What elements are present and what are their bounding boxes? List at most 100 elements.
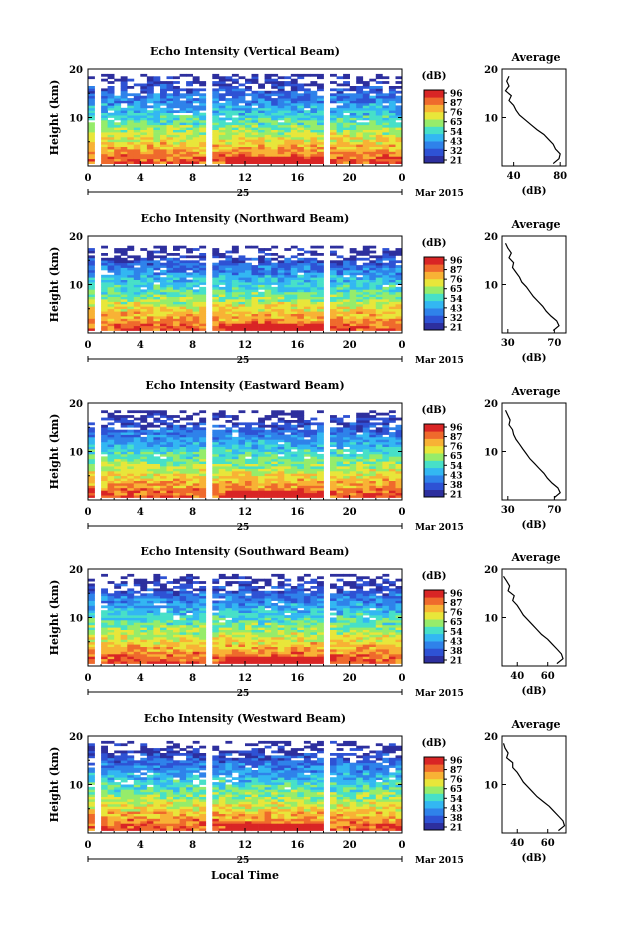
colorbar-swatch — [424, 155, 444, 164]
heatmap-cell — [212, 267, 220, 271]
heatmap-cell — [349, 480, 357, 484]
heatmap-cell — [199, 410, 207, 414]
heatmap-cell — [146, 468, 154, 472]
heatmap-cell — [127, 463, 135, 467]
heatmap-cell — [179, 468, 187, 472]
heatmap-cell — [310, 279, 318, 283]
heatmap-cell — [251, 485, 259, 489]
heatmap-cell — [382, 119, 390, 123]
heatmap-cell — [264, 158, 272, 162]
heatmap-cell — [375, 107, 383, 111]
heatmap-cell — [199, 245, 207, 249]
heatmap-cell — [356, 415, 364, 418]
heatmap-cell — [362, 487, 370, 491]
heatmap-cell — [114, 453, 122, 457]
heatmap-cell — [264, 436, 272, 440]
heatmap-cell — [330, 313, 337, 317]
heatmap-cell — [271, 286, 279, 290]
heatmap-cell — [160, 151, 167, 155]
heatmap-cell — [107, 441, 115, 445]
heatmap-cell — [362, 301, 370, 305]
heatmap-cell — [310, 146, 318, 150]
heatmap-cell — [264, 265, 272, 268]
heatmap-cell — [166, 632, 174, 635]
heatmap-cell — [212, 124, 220, 128]
heatmap-cell — [120, 483, 128, 486]
heatmap-cell — [290, 480, 298, 484]
heatmap-cell — [317, 483, 324, 486]
heatmap-cell — [140, 598, 148, 601]
heatmap-cell — [120, 605, 128, 609]
heatmap-cell — [127, 598, 135, 601]
heatmap-cell — [199, 487, 207, 491]
heatmap-cell — [218, 117, 226, 121]
heatmap-cell — [258, 274, 265, 278]
heatmap-cell — [336, 492, 344, 496]
heatmap-cell — [238, 119, 246, 123]
heatmap-cell — [382, 146, 390, 150]
heatmap-cell — [140, 100, 148, 104]
heatmap-cell — [290, 458, 298, 462]
heatmap-cell — [258, 461, 265, 464]
heatmap-cell — [179, 267, 187, 271]
heatmap-cell — [160, 299, 167, 302]
heatmap-cell — [362, 325, 370, 329]
heatmap-cell — [114, 255, 122, 259]
heatmap-cell — [330, 286, 337, 290]
heatmap-cell — [146, 581, 154, 584]
heatmap-cell — [166, 475, 174, 479]
heatmap-cell — [258, 417, 265, 421]
heatmap-cell — [310, 129, 318, 133]
heatmap-cell — [290, 265, 298, 268]
heatmap-cells — [88, 573, 403, 664]
heatmap-cell — [356, 257, 364, 261]
heatmap-cell — [199, 156, 207, 160]
heatmap-cell — [369, 422, 377, 426]
heatmap-cell — [264, 257, 272, 261]
heatmap-cell — [317, 129, 324, 133]
date-label: 25 — [237, 189, 250, 199]
heatmap-cell — [186, 139, 193, 143]
heatmap-cell — [140, 144, 148, 147]
heatmap-cell — [317, 260, 324, 264]
heatmap-cell — [140, 456, 148, 460]
heatmap-cell — [120, 466, 128, 469]
heatmap-cell — [166, 274, 174, 278]
heatmap-cell — [133, 291, 141, 295]
heatmap-cell — [369, 468, 377, 472]
heatmap-cell — [140, 485, 148, 489]
heatmap-cell — [160, 495, 167, 498]
heatmap-cell — [303, 487, 311, 491]
heatmap-cell — [238, 139, 246, 143]
heatmap-cell — [160, 320, 167, 324]
heatmap-cell — [303, 265, 311, 268]
heatmap-cell — [290, 136, 298, 140]
heatmap-cell — [133, 127, 141, 130]
heatmap-cell — [133, 456, 141, 460]
heatmap-cell — [231, 122, 239, 126]
heatmap-cell — [88, 617, 95, 621]
heatmap-cell — [303, 468, 311, 472]
heatmap-cell — [120, 100, 128, 104]
heatmap-cell — [264, 132, 272, 135]
heatmap-cell — [395, 466, 403, 469]
heatmap-cell — [218, 316, 226, 319]
heatmap-cell — [153, 646, 161, 650]
colorbar-tick-label: 43 — [450, 471, 463, 481]
heatmap-cell — [88, 90, 95, 94]
heatmap-cell — [107, 282, 115, 285]
heatmap-cell — [88, 595, 95, 599]
heatmap-cell — [271, 492, 279, 496]
heatmap-cell — [388, 299, 396, 302]
heatmap-cell — [192, 441, 200, 445]
heatmap-cell — [388, 161, 396, 164]
heatmap-cell — [277, 141, 285, 145]
heatmap-cell — [153, 149, 161, 152]
heatmap-cell — [290, 158, 298, 162]
heatmap-cell — [330, 110, 337, 113]
heatmap-cell — [120, 88, 128, 92]
heatmap-cell — [179, 299, 187, 302]
heatmap-cell — [107, 139, 115, 143]
heatmap-cell — [114, 144, 122, 147]
heatmap-cell — [375, 93, 383, 97]
